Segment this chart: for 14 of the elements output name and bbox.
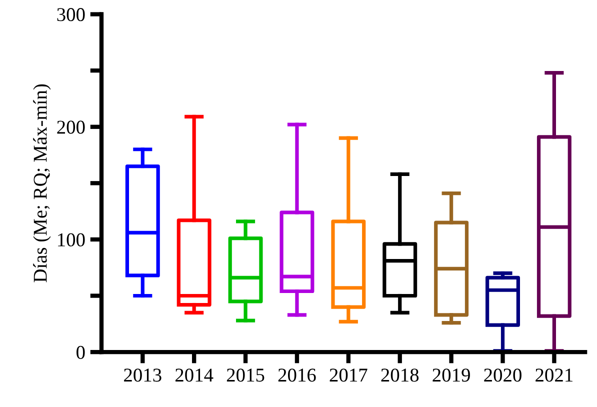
- x-tick-label: 2020: [484, 368, 522, 382]
- y-tick-label: 200: [57, 120, 85, 134]
- x-tick-label: 2015: [226, 368, 264, 382]
- x-tick-label: 2021: [536, 368, 572, 382]
- x-tick-label: 2014: [176, 368, 214, 382]
- y-axis-title: Días (Me; RQ; Máx-mín): [33, 84, 51, 282]
- x-tick-label: 2016: [278, 368, 316, 382]
- x-tick-label: 2018: [381, 368, 419, 382]
- y-tick-label: 300: [57, 8, 85, 22]
- x-tick-label: 2013: [124, 368, 162, 382]
- y-tick-label: 0: [76, 346, 85, 359]
- x-tick-label: 2017: [330, 368, 368, 382]
- x-tick-label: 2019: [432, 368, 470, 382]
- y-tick-label: 100: [58, 233, 85, 246]
